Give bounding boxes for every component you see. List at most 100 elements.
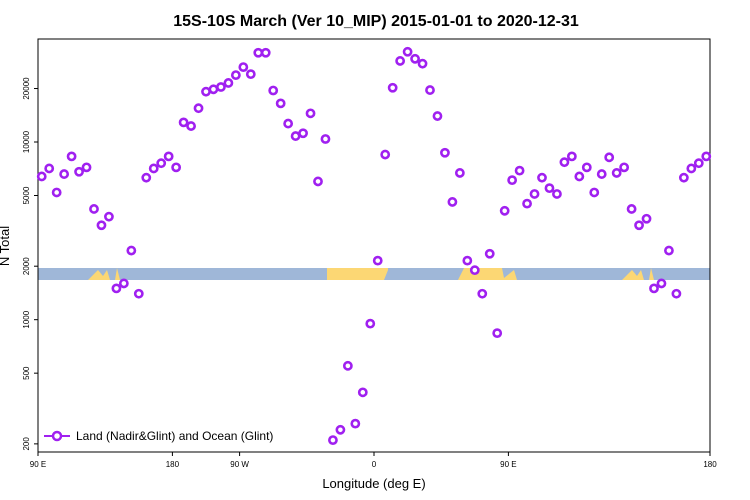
data-point bbox=[298, 128, 308, 139]
data-point bbox=[656, 278, 667, 289]
x-tick-label: 90 W bbox=[230, 460, 249, 469]
data-point bbox=[596, 169, 607, 179]
data-point bbox=[507, 175, 518, 186]
data-point bbox=[462, 255, 473, 266]
data-point bbox=[671, 288, 682, 299]
data-point bbox=[111, 283, 122, 294]
data-point bbox=[469, 265, 480, 276]
data-point bbox=[36, 171, 47, 182]
data-point bbox=[417, 58, 428, 69]
data-point bbox=[156, 158, 167, 169]
data-point bbox=[559, 157, 570, 168]
data-point bbox=[133, 288, 144, 299]
data-point bbox=[589, 187, 600, 198]
legend-marker bbox=[51, 430, 63, 442]
y-tick-label: 2000 bbox=[22, 257, 31, 275]
data-point bbox=[566, 151, 577, 162]
data-point bbox=[499, 205, 510, 216]
data-point bbox=[223, 78, 234, 88]
data-point bbox=[454, 168, 465, 178]
data-point bbox=[529, 189, 540, 199]
data-point bbox=[148, 163, 159, 174]
data-point bbox=[693, 158, 704, 169]
data-point bbox=[118, 278, 129, 289]
x-tick-label: 0 bbox=[372, 460, 377, 469]
data-point bbox=[59, 169, 70, 179]
data-point bbox=[290, 131, 301, 141]
data-point bbox=[402, 46, 413, 57]
data-point bbox=[619, 162, 630, 173]
data-point bbox=[253, 47, 264, 58]
y-axis: 200 500 1000 2000 5000 10000 20000 bbox=[22, 77, 38, 451]
data-point bbox=[320, 134, 331, 144]
data-point bbox=[260, 47, 271, 58]
plot-frame bbox=[37, 38, 711, 453]
y-axis-title: N Total bbox=[0, 226, 12, 266]
data-point bbox=[208, 84, 219, 95]
data-point bbox=[193, 103, 204, 114]
x-tick-label: 180 bbox=[703, 460, 717, 469]
x-tick-label: 90 E bbox=[500, 460, 516, 469]
data-point bbox=[171, 162, 182, 173]
data-point bbox=[283, 118, 294, 129]
data-points bbox=[36, 46, 712, 446]
data-point bbox=[89, 204, 99, 214]
legend-label: Land (Nadir&Glint) and Ocean (Glint) bbox=[76, 429, 273, 443]
land-area-south-america bbox=[327, 268, 388, 280]
data-point bbox=[328, 435, 338, 446]
data-point bbox=[626, 204, 637, 214]
data-point bbox=[81, 162, 92, 173]
data-point bbox=[178, 117, 189, 128]
data-point bbox=[552, 189, 562, 199]
data-point bbox=[634, 220, 644, 231]
data-point bbox=[313, 176, 323, 187]
data-point bbox=[514, 165, 525, 176]
data-point bbox=[410, 53, 420, 64]
data-point bbox=[51, 187, 62, 198]
data-point bbox=[365, 318, 376, 329]
data-point bbox=[201, 86, 211, 97]
data-point bbox=[484, 248, 495, 259]
data-point bbox=[701, 151, 712, 162]
x-axis-title: Longitude (deg E) bbox=[322, 476, 425, 491]
data-point bbox=[641, 213, 652, 224]
data-point bbox=[186, 121, 196, 131]
y-tick-label: 200 bbox=[22, 437, 31, 451]
data-point bbox=[395, 56, 406, 66]
y-tick-label: 1000 bbox=[22, 310, 31, 328]
data-point bbox=[537, 172, 547, 183]
legend: Land (Nadir&Glint) and Ocean (Glint) bbox=[44, 429, 273, 443]
data-point bbox=[604, 152, 615, 163]
data-point bbox=[268, 85, 279, 96]
data-point bbox=[678, 172, 689, 183]
data-point bbox=[342, 360, 353, 371]
data-point bbox=[440, 147, 450, 158]
data-point bbox=[305, 108, 316, 119]
data-point bbox=[380, 149, 391, 160]
y-tick-label: 20000 bbox=[22, 77, 31, 100]
data-point bbox=[104, 211, 114, 222]
data-point bbox=[686, 163, 697, 174]
data-point bbox=[522, 198, 532, 209]
data-point bbox=[649, 283, 659, 294]
data-point bbox=[432, 111, 443, 121]
data-point bbox=[372, 255, 383, 266]
chart-title: 15S-10S March (Ver 10_MIP) 2015-01-01 to… bbox=[173, 13, 579, 30]
data-point bbox=[357, 387, 368, 398]
data-point bbox=[44, 163, 55, 174]
y-tick-label: 5000 bbox=[22, 186, 31, 204]
y-tick-label: 500 bbox=[22, 366, 31, 380]
land-ocean-strip bbox=[38, 268, 710, 280]
data-point bbox=[581, 162, 592, 173]
x-tick-label: 180 bbox=[166, 460, 180, 469]
data-point bbox=[425, 85, 435, 95]
data-point bbox=[230, 70, 241, 81]
data-point bbox=[74, 166, 84, 177]
data-point bbox=[335, 424, 346, 435]
y-tick-label: 10000 bbox=[22, 130, 31, 153]
data-point bbox=[66, 151, 77, 162]
data-point bbox=[163, 151, 174, 162]
data-point bbox=[141, 172, 152, 183]
x-tick-label: 90 E bbox=[30, 460, 46, 469]
